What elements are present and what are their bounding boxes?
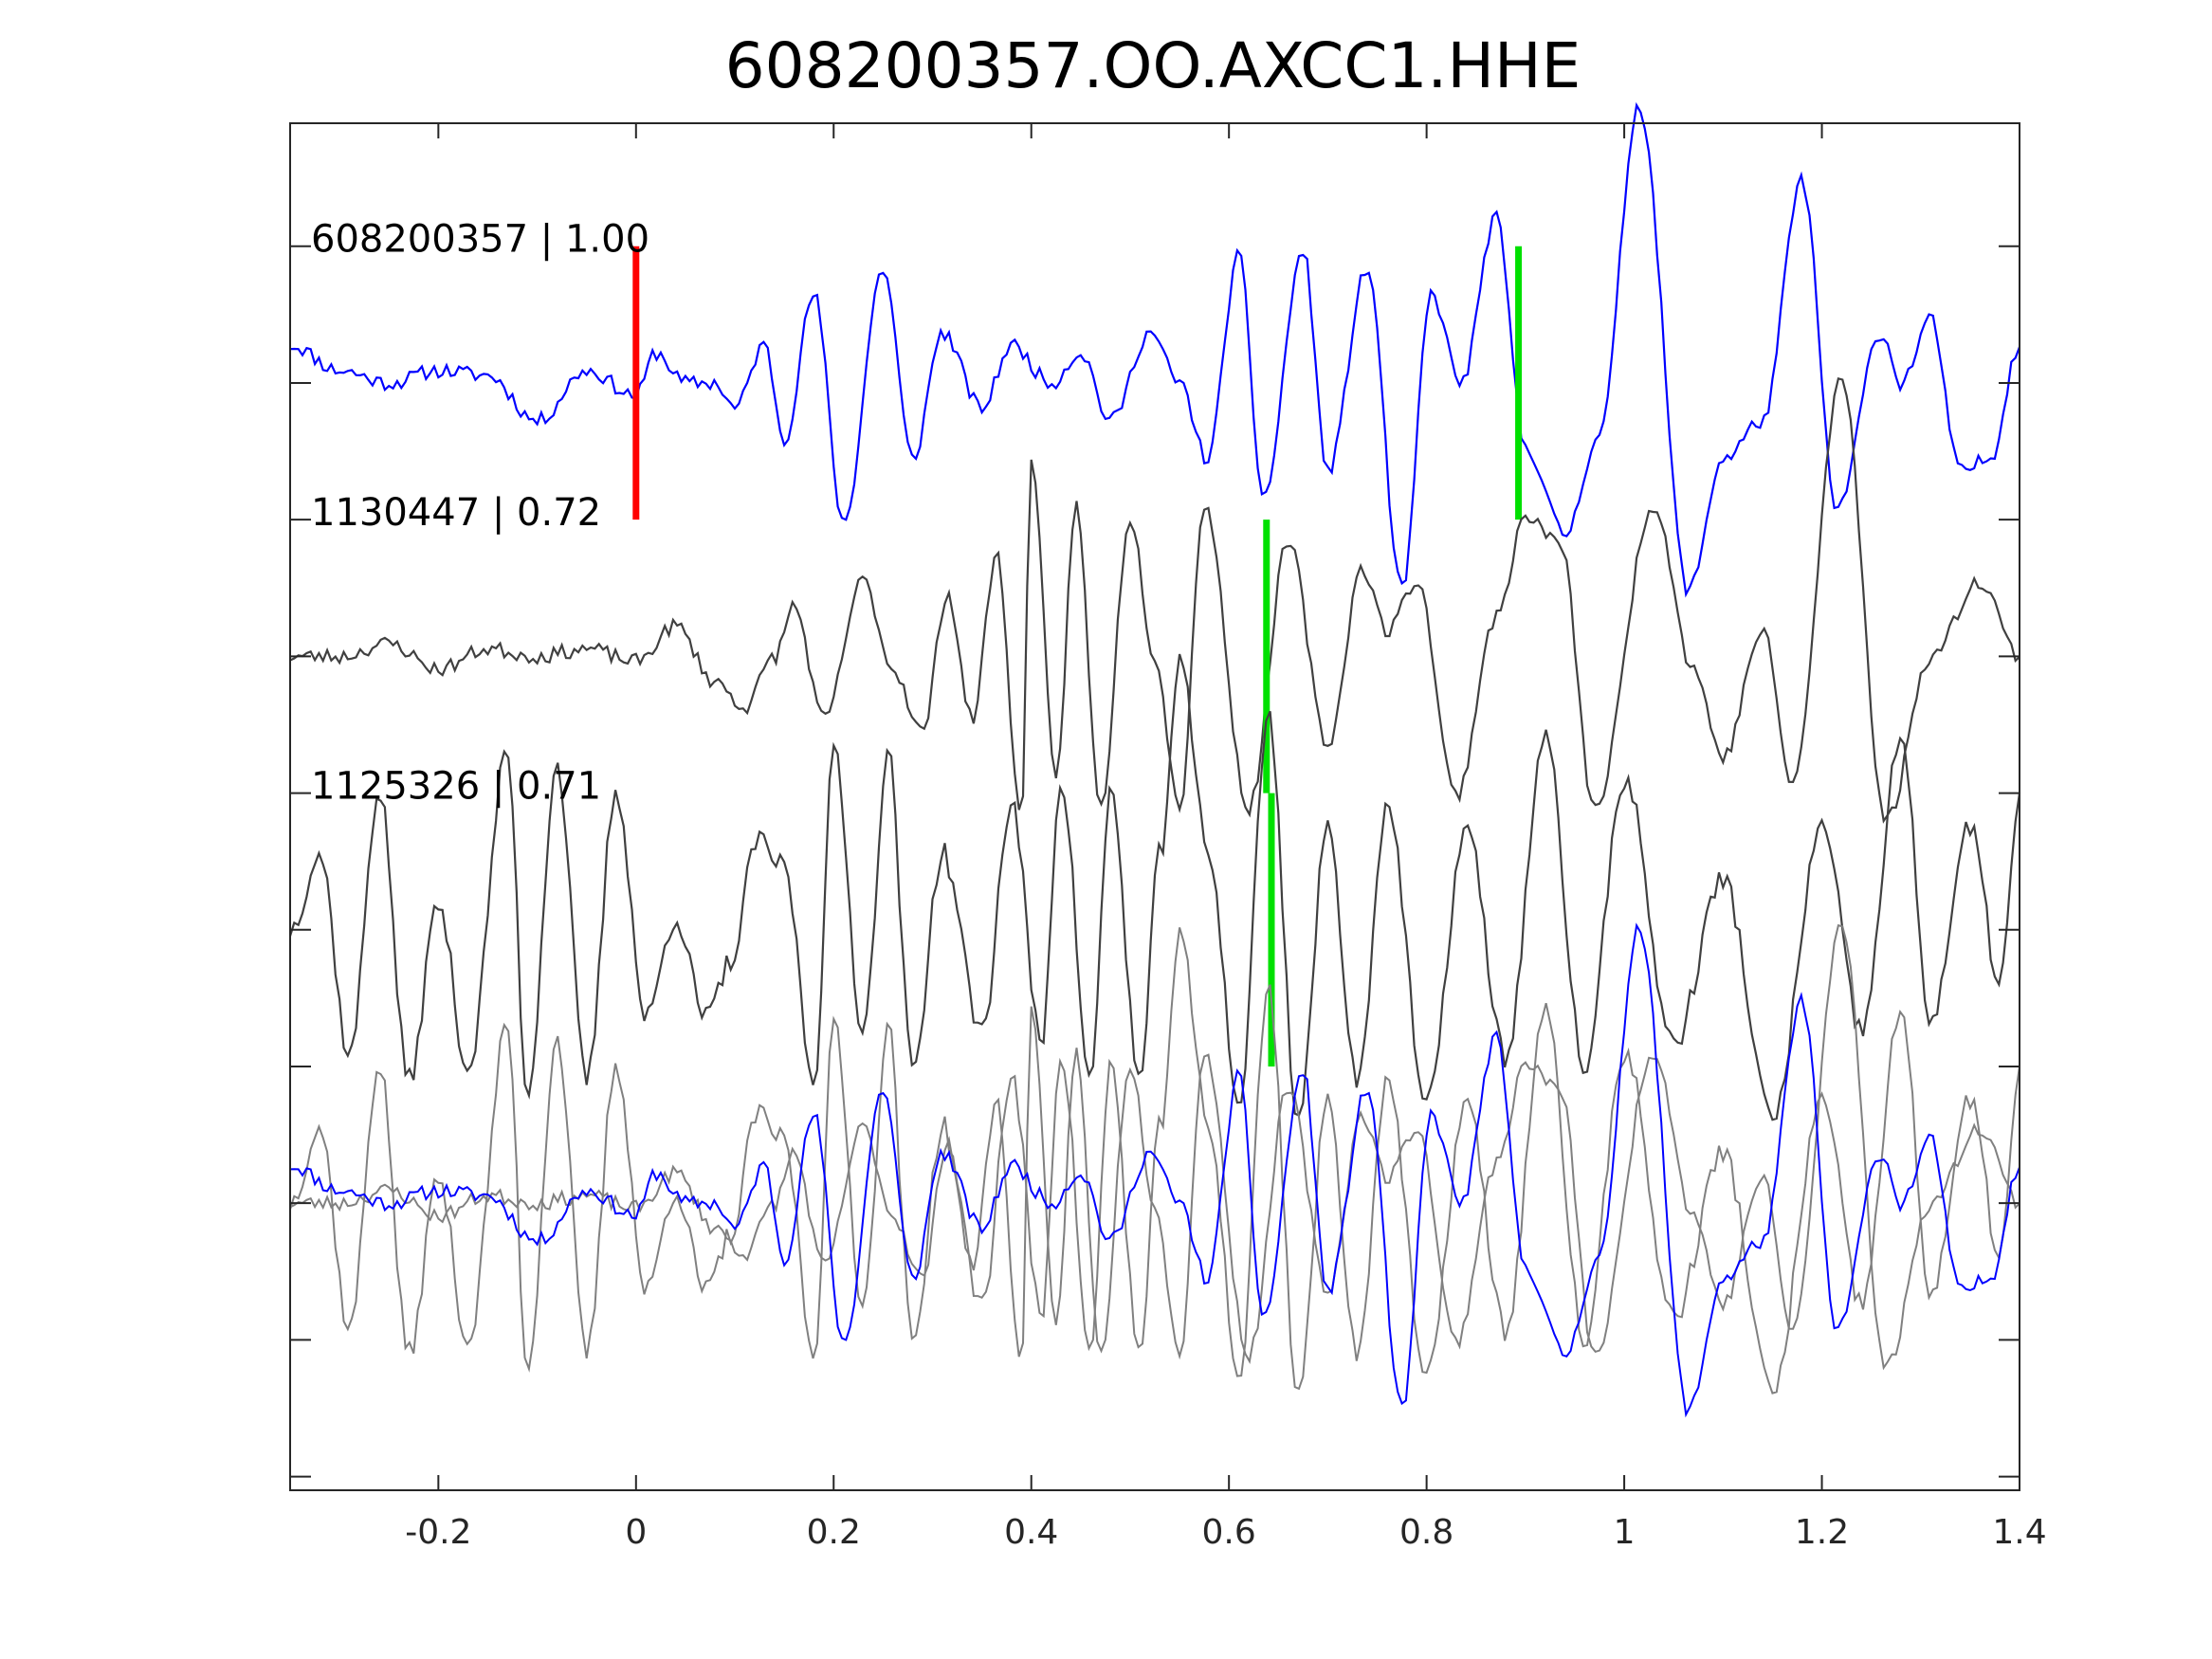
x-tick-label-1: 0: [625, 1513, 647, 1552]
trace-label-1125326: 1125326 | 0.71: [311, 764, 601, 808]
x-tick-label-0: -0.2: [405, 1513, 471, 1552]
trace-1125326: [288, 653, 2021, 1121]
x-tick-label-5: 0.8: [1399, 1513, 1453, 1552]
trace-labels: 608200357 | 1.00 1130447 | 0.72 1125326 | …: [311, 218, 649, 809]
overlay-trace-1125326: [289, 927, 2020, 1395]
x-tick-label-3: 0.4: [1004, 1513, 1058, 1552]
trace-label-1130447: 1130447 | 0.72: [311, 491, 601, 535]
chart-title: 608200357.OO.AXCC1.HHE: [725, 29, 1581, 102]
x-tick-label-4: 0.6: [1202, 1513, 1256, 1552]
x-tick-label-6: 1: [1614, 1513, 1636, 1552]
trace-label-608200357: 608200357 | 1.00: [311, 218, 649, 262]
trace-1130447: [289, 376, 2020, 824]
x-tick-label-2: 0.2: [807, 1513, 861, 1552]
plot-area: [288, 101, 2021, 1418]
overlay-trace-608200357: [289, 922, 2020, 1418]
axes-box: [289, 122, 2020, 1491]
trace-608200357: [289, 101, 2021, 598]
x-tick-label-7: 1.2: [1795, 1513, 1849, 1552]
x-tick-label-8: 1.4: [1992, 1513, 2046, 1552]
axes: -0.2 0 0.2 0.4 0.6 0.8 1 1.2 1.4: [289, 122, 2047, 1552]
